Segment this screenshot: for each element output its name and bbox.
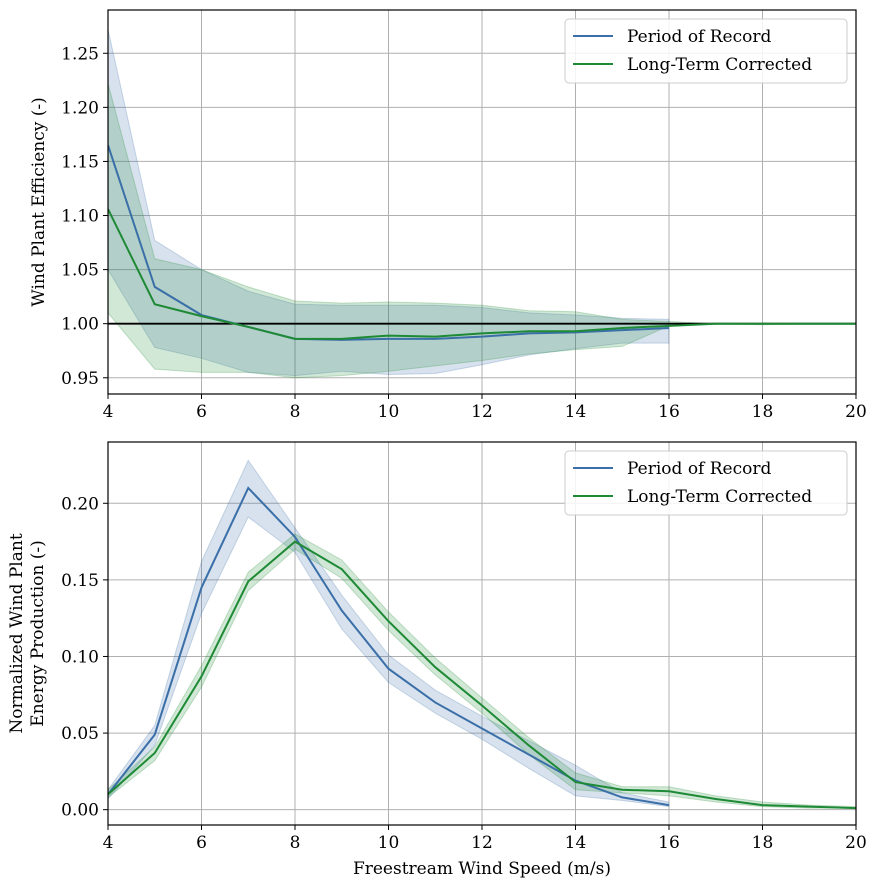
plot-area (108, 459, 856, 810)
legend: Period of Record Long-Term Corrected (564, 18, 848, 84)
x-tick-label: 14 (565, 402, 587, 422)
legend-box (564, 450, 848, 516)
legend-label: Long-Term Corrected (627, 55, 812, 75)
x-tick-label: 14 (565, 833, 587, 853)
series-line-long-term-corrected (108, 540, 856, 810)
x-tick-label: 18 (752, 402, 774, 422)
y-tick-label: 1.05 (61, 261, 99, 281)
x-tick-label: 10 (378, 402, 400, 422)
x-tick-label: 12 (471, 402, 493, 422)
efficiency-chart: 4 6 8 10 12 14 16 18 20 0.95 1.00 1.05 1.10 1.15 1.20 1… (29, 9, 867, 422)
y-tick-label: 0.20 (61, 494, 99, 514)
x-tick-label: 4 (103, 833, 114, 853)
x-tick-label: 16 (658, 833, 680, 853)
x-tick-label: 6 (196, 402, 207, 422)
energy-production-chart: 4 6 8 10 12 14 16 18 20 0.00 0.05 0.10 0.15 0.20 Frees… (7, 441, 867, 879)
y-axis-label: Energy Production (-) (28, 540, 48, 726)
legend-box (564, 18, 848, 84)
x-tick-label: 16 (658, 402, 680, 422)
x-tick-label: 12 (471, 833, 493, 853)
x-tick-label: 8 (290, 402, 301, 422)
y-tick-label: 0.05 (61, 724, 99, 744)
y-tick-label: 1.15 (61, 152, 99, 172)
y-tick-label: 0.00 (61, 801, 99, 821)
legend-label: Period of Record (627, 27, 771, 47)
x-tick-label: 6 (196, 833, 207, 853)
y-tick-label: 1.20 (61, 98, 99, 118)
legend-label: Period of Record (627, 459, 771, 479)
y-tick-label: 1.00 (61, 315, 99, 335)
x-tick-label: 20 (845, 833, 867, 853)
legend: Period of Record Long-Term Corrected (564, 450, 848, 516)
y-axis-label: Wind Plant Efficiency (-) (29, 97, 49, 306)
confidence-band-period-of-record (108, 29, 670, 377)
plot-area (108, 29, 856, 379)
x-tick-label: 20 (845, 402, 867, 422)
x-tick-label: 10 (378, 833, 400, 853)
y-tick-label: 1.25 (61, 44, 99, 64)
x-tick-label: 18 (752, 833, 774, 853)
x-tick-label: 8 (290, 833, 301, 853)
y-tick-label: 0.10 (61, 647, 99, 667)
x-axis-label: Freestream Wind Speed (m/s) (353, 859, 611, 879)
x-tick-label: 4 (103, 402, 114, 422)
y-tick-label: 0.95 (61, 369, 99, 389)
series-line-period-of-record (108, 486, 670, 807)
legend-label: Long-Term Corrected (627, 487, 812, 507)
y-tick-label: 0.15 (61, 571, 99, 591)
series-line-period-of-record (108, 144, 670, 341)
y-tick-label: 1.10 (61, 207, 99, 227)
y-axis-label: Normalized Wind Plant (7, 533, 27, 733)
confidence-band-long-term-corrected (108, 533, 856, 809)
series-line-long-term-corrected (108, 208, 856, 340)
